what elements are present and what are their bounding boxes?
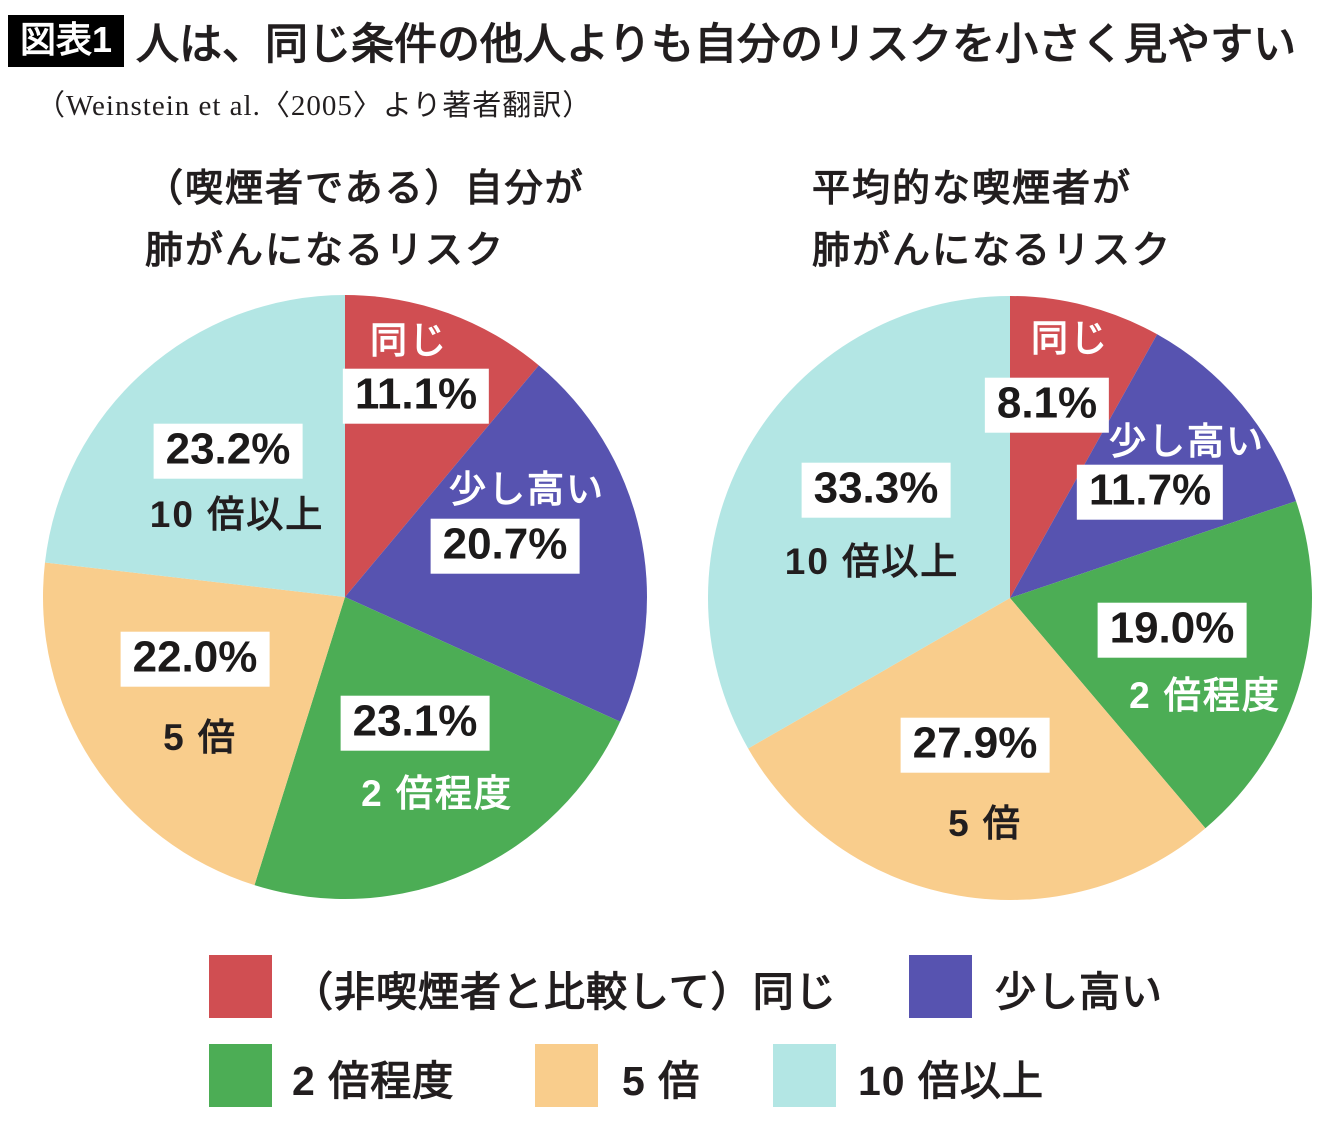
legend-swatch-same (209, 955, 272, 1018)
left-slice-value-twice: 23.1% (340, 695, 490, 751)
right-slice-label-twice: 2 倍程度 (1129, 675, 1281, 716)
legend-label-same: （非喫煙者と比較して）同じ (292, 969, 837, 1015)
right-slice-label-slightly-higher: 少し高い (1109, 421, 1265, 462)
source-note: （Weinstein et al.〈2005〉より著者翻訳） (36, 90, 593, 122)
figure-header: 図表1 人は、同じ条件の他人よりも自分のリスクを小さく見やすい (8, 10, 1296, 72)
legend-swatch-10x-plus (773, 1044, 836, 1107)
right-slice-label-same: 同じ (1031, 318, 1109, 359)
left-pie-title-line2: 肺がんになるリスク (145, 230, 506, 272)
legend-label-slightly-higher: 少し高い (995, 969, 1163, 1015)
left-slice-label-10x-plus: 10 倍以上 (149, 494, 325, 535)
figure-number-badge: 図表1 (8, 15, 125, 67)
legend-swatch-5x (535, 1044, 598, 1107)
right-slice-value-10x-plus: 33.3% (801, 462, 951, 518)
pie-slice-3 (43, 562, 346, 886)
legend-label-10x-plus: 10 倍以上 (858, 1058, 1044, 1104)
right-pie-title: 平均的な喫煙者が 肺がんになるリスク (812, 158, 1172, 282)
left-slice-label-slightly-higher: 少し高い (449, 469, 605, 510)
legend-label-twice: 2 倍程度 (292, 1058, 455, 1104)
right-slice-value-same: 8.1% (984, 377, 1110, 433)
right-pie-title-line1: 平均的な喫煙者が (812, 168, 1133, 210)
left-slice-label-5x: 5 倍 (163, 717, 237, 758)
right-pie-title-line2: 肺がんになるリスク (812, 230, 1173, 272)
left-slice-value-5x: 22.0% (120, 631, 270, 687)
left-pie-title: （喫煙者である）自分が 肺がんになるリスク (145, 158, 585, 282)
legend-label-5x: 5 倍 (622, 1058, 701, 1104)
right-slice-label-10x-plus: 10 倍以上 (784, 541, 960, 582)
legend-swatch-twice (209, 1044, 272, 1107)
left-slice-value-same: 11.1% (342, 368, 490, 424)
left-slice-value-slightly-higher: 20.7% (430, 518, 580, 574)
right-slice-value-twice: 19.0% (1097, 602, 1247, 658)
left-slice-label-twice: 2 倍程度 (361, 773, 513, 814)
right-slice-value-5x: 27.9% (900, 717, 1050, 773)
pie-slice-4 (707, 296, 1010, 749)
left-pie-title-line1: （喫煙者である）自分が (145, 168, 585, 210)
figure-title: 人は、同じ条件の他人よりも自分のリスクを小さく見やすい (136, 21, 1297, 69)
right-slice-label-5x: 5 倍 (948, 803, 1022, 844)
left-slice-label-same: 同じ (370, 320, 448, 361)
pie-slice-0 (1010, 296, 1158, 598)
pie-slice-2 (1010, 501, 1312, 829)
left-slice-value-10x-plus: 23.2% (153, 423, 303, 479)
right-slice-value-slightly-higher: 11.7% (1076, 464, 1224, 520)
legend-swatch-slightly-higher (909, 955, 972, 1018)
